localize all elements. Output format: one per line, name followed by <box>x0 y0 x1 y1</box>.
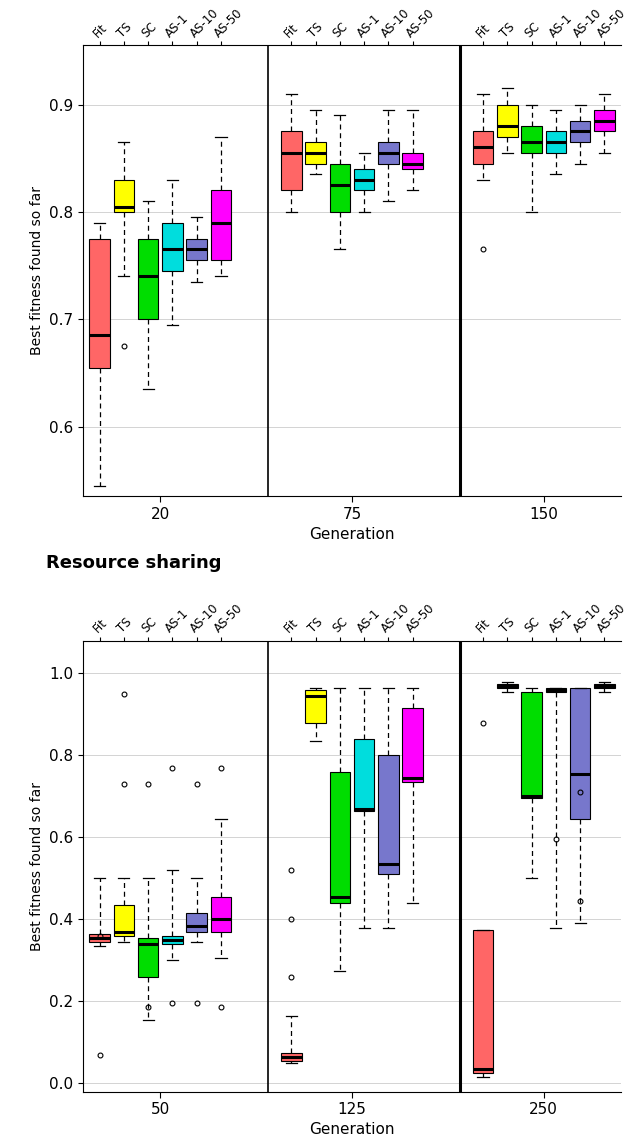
Bar <box>114 905 134 936</box>
X-axis label: Generation: Generation <box>309 1122 395 1137</box>
Bar <box>354 739 374 811</box>
Bar <box>473 132 493 164</box>
Y-axis label: Best fitness found so far: Best fitness found so far <box>29 186 44 356</box>
Bar <box>138 938 158 977</box>
Bar <box>90 933 110 941</box>
Bar <box>403 152 423 169</box>
Bar <box>281 1053 301 1061</box>
Bar <box>162 223 182 271</box>
Bar <box>473 930 493 1073</box>
Bar <box>186 239 207 260</box>
Text: Resource sharing: Resource sharing <box>45 555 221 572</box>
Bar <box>546 132 566 152</box>
Bar <box>186 913 207 931</box>
Bar <box>497 683 518 688</box>
Bar <box>162 936 182 944</box>
Bar <box>354 169 374 190</box>
Bar <box>522 692 542 798</box>
Bar <box>594 110 614 132</box>
Bar <box>570 121 590 142</box>
Bar <box>330 772 350 903</box>
Bar <box>305 142 326 164</box>
Bar <box>378 755 399 874</box>
X-axis label: Generation: Generation <box>309 528 395 542</box>
Bar <box>378 142 399 164</box>
Bar <box>305 690 326 723</box>
Bar <box>546 688 566 692</box>
Bar <box>114 180 134 211</box>
Bar <box>403 708 423 782</box>
Bar <box>138 239 158 319</box>
Bar <box>594 683 614 688</box>
Bar <box>211 897 231 931</box>
Bar <box>570 688 590 819</box>
Y-axis label: Best fitness found so far: Best fitness found so far <box>29 781 44 951</box>
Bar <box>90 239 110 367</box>
Bar <box>497 105 518 136</box>
Bar <box>281 132 301 190</box>
Bar <box>211 190 231 260</box>
Bar <box>330 164 350 211</box>
Bar <box>522 126 542 152</box>
